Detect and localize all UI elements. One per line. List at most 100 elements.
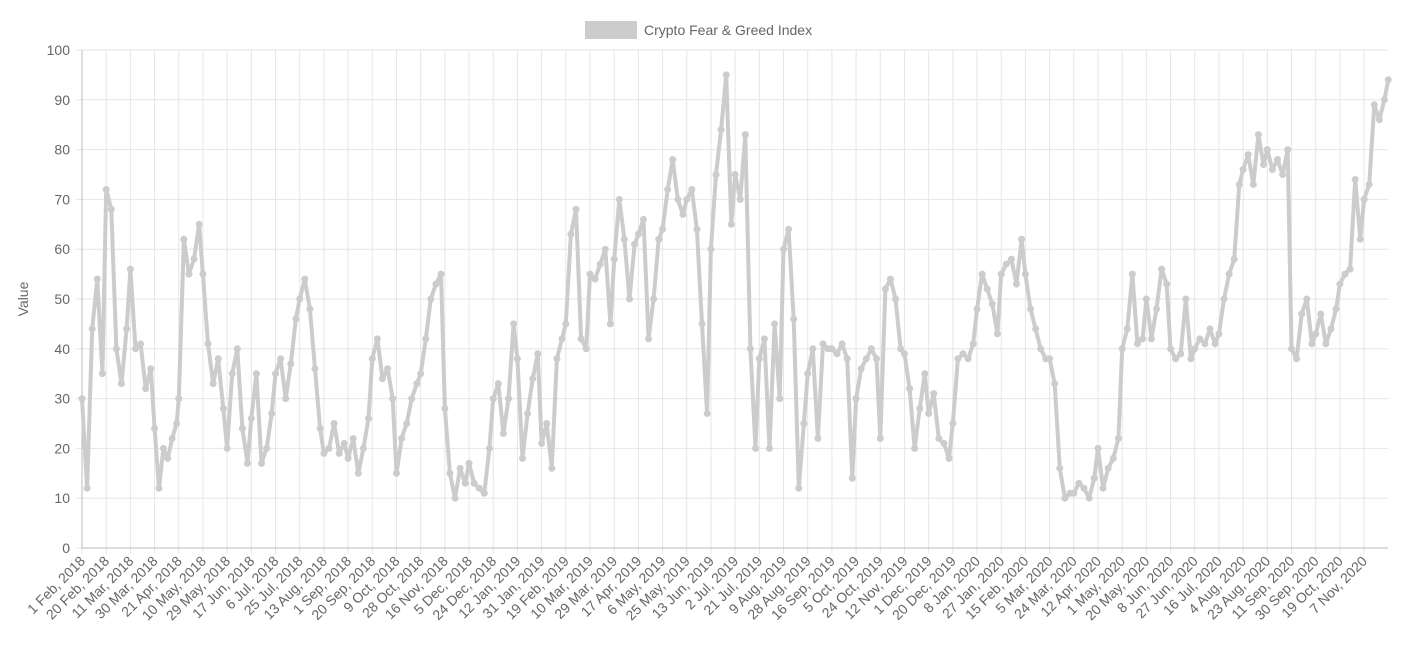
data-point — [1075, 479, 1083, 487]
data-point — [722, 71, 730, 79]
data-point — [892, 295, 900, 303]
data-point — [930, 390, 938, 398]
data-point — [83, 484, 91, 492]
data-point — [1336, 280, 1344, 288]
data-point — [838, 340, 846, 348]
data-point — [606, 320, 614, 328]
data-point — [513, 355, 521, 363]
data-point — [1332, 305, 1340, 313]
data-point — [558, 335, 566, 343]
data-point — [1327, 325, 1335, 333]
data-point — [978, 270, 986, 278]
data-point — [378, 375, 386, 383]
data-point — [804, 370, 812, 378]
data-point — [384, 365, 392, 373]
data-point — [359, 444, 367, 452]
data-point — [988, 300, 996, 308]
data-point — [997, 270, 1005, 278]
data-point — [151, 424, 159, 432]
data-point — [112, 345, 120, 353]
data-point — [543, 420, 551, 427]
data-point — [1153, 305, 1161, 313]
data-point — [1191, 345, 1199, 353]
data-point — [857, 365, 865, 373]
data-point — [1360, 195, 1368, 203]
data-point — [1298, 310, 1306, 318]
data-point — [1104, 464, 1112, 472]
data-point — [417, 370, 425, 378]
y-tick-label: 0 — [62, 540, 70, 556]
data-point — [993, 330, 1001, 338]
data-point — [1167, 345, 1175, 353]
data-point — [344, 454, 352, 462]
data-point — [126, 265, 134, 273]
data-point — [441, 405, 449, 413]
data-point — [465, 459, 473, 467]
data-point — [349, 434, 357, 442]
data-point — [102, 185, 110, 193]
data-point — [499, 429, 507, 437]
y-tick-label: 20 — [54, 440, 70, 456]
data-point — [795, 484, 803, 492]
data-point — [1187, 355, 1195, 363]
data-point — [159, 444, 167, 452]
data-point — [268, 410, 276, 418]
data-point — [591, 275, 599, 283]
data-point — [223, 444, 231, 452]
legend-swatch[interactable] — [585, 21, 637, 39]
data-point — [185, 270, 193, 278]
data-point — [263, 444, 271, 452]
data-point — [586, 270, 594, 278]
data-point — [698, 320, 706, 328]
data-point — [1230, 255, 1238, 263]
data-point — [1128, 270, 1136, 278]
data-point — [828, 345, 836, 353]
data-point — [1206, 325, 1214, 333]
data-point — [664, 185, 672, 193]
data-point — [78, 395, 86, 403]
data-point — [872, 355, 880, 363]
data-point — [548, 464, 556, 472]
data-point — [833, 350, 841, 358]
data-point — [252, 370, 260, 378]
data-point — [219, 405, 227, 413]
data-point — [1070, 489, 1078, 497]
data-point — [1002, 260, 1010, 268]
data-point — [1215, 330, 1223, 338]
data-point — [214, 355, 222, 363]
data-point — [553, 355, 561, 363]
data-point — [852, 395, 860, 403]
data-point — [1384, 76, 1392, 84]
data-point — [752, 444, 760, 452]
data-point — [451, 494, 459, 502]
data-point — [634, 230, 642, 238]
data-point — [123, 325, 131, 333]
data-point — [973, 305, 981, 313]
data-point — [320, 449, 328, 457]
data-point — [1370, 101, 1378, 109]
data-point — [814, 434, 822, 442]
data-point — [925, 410, 933, 418]
data-point — [1099, 484, 1107, 492]
data-point — [1346, 265, 1354, 273]
data-point — [1147, 335, 1155, 343]
data-point — [1007, 255, 1015, 263]
data-point — [1037, 345, 1045, 353]
data-point — [688, 185, 696, 193]
data-point — [1123, 325, 1131, 333]
data-point — [1051, 380, 1059, 388]
data-point — [596, 260, 604, 268]
y-axis-label: Value — [15, 281, 31, 316]
data-point — [780, 245, 788, 253]
data-point — [886, 275, 894, 283]
data-point — [1109, 454, 1117, 462]
data-point — [921, 370, 929, 378]
data-point — [175, 395, 183, 403]
data-point — [809, 345, 817, 353]
data-point — [168, 434, 176, 442]
data-point — [1114, 434, 1122, 442]
y-tick-label: 100 — [47, 42, 71, 58]
data-point — [1351, 175, 1359, 183]
legend-label[interactable]: Crypto Fear & Greed Index — [644, 22, 812, 38]
